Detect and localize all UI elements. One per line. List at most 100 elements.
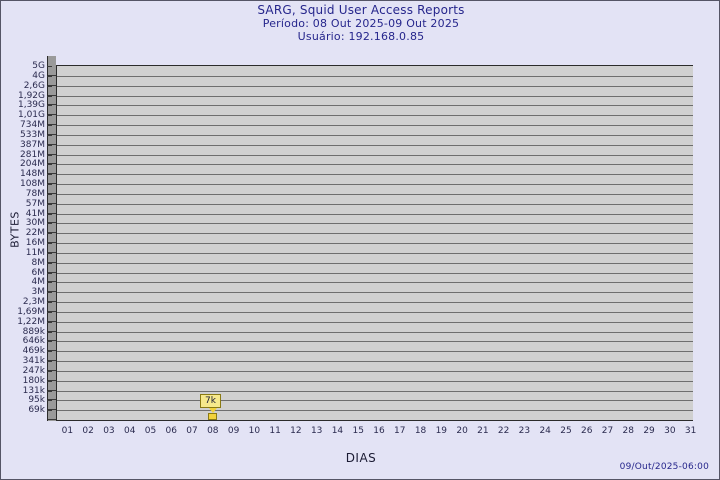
y-axis-tick-label: 1,69M xyxy=(17,306,45,317)
x-axis-tick-label: 14 xyxy=(331,426,344,436)
x-axis-tick-label: 26 xyxy=(581,426,593,436)
gridline xyxy=(57,273,701,274)
y-axis-tick-label: 204M xyxy=(20,159,45,170)
y-axis-tick-mark xyxy=(47,302,52,303)
y-axis-tick-label: 57M xyxy=(25,198,45,209)
x-axis-title: DIAS xyxy=(345,451,377,465)
x-axis-labels: 01 02 03 04 05 06 07 08 09 10 11 12 13 14 15 16 17 18 19 20… xyxy=(1,426,720,440)
plot-3d-edge-line xyxy=(48,272,57,273)
y-axis-tick-label: 1,39G xyxy=(17,100,45,111)
y-axis-tick-mark xyxy=(47,115,52,116)
x-axis-tick-label: 31 xyxy=(684,426,697,436)
x-axis-tick-label: 09 xyxy=(227,426,240,436)
y-axis-tick-mark xyxy=(47,312,52,313)
y-axis-tick-mark xyxy=(47,164,52,165)
x-axis-tick-label: 03 xyxy=(103,426,115,436)
x-axis-tick-label: 29 xyxy=(643,426,655,436)
gridline xyxy=(57,263,701,264)
y-axis-tick-mark xyxy=(47,214,52,215)
y-axis-tick-label: 41M xyxy=(25,208,45,219)
plot-3d-edge-line xyxy=(48,262,57,263)
plot-3d-edge-line xyxy=(48,114,57,115)
gridline xyxy=(57,400,701,401)
plot-area xyxy=(56,65,702,421)
y-axis-tick-label: 1,01G xyxy=(17,110,45,121)
y-axis-tick-mark xyxy=(47,194,52,195)
y-axis-tick-mark xyxy=(47,105,52,106)
x-axis-tick-label: 17 xyxy=(394,426,406,436)
page-title: SARG, Squid User Access Reports xyxy=(257,3,465,17)
x-axis-tick-label: 25 xyxy=(560,426,572,436)
x-axis-tick-label: 15 xyxy=(352,426,364,436)
y-axis-tick-mark xyxy=(47,381,52,382)
bar-value-label-08: 7k xyxy=(200,394,221,408)
y-axis-tick-mark xyxy=(47,400,52,401)
title-block: SARG, Squid User Access Reports Período:… xyxy=(1,3,720,44)
y-axis-tick-mark xyxy=(47,243,52,244)
x-axis-tick-label: 12 xyxy=(290,426,302,436)
y-axis-tick-label: 108M xyxy=(20,179,45,189)
gridline xyxy=(57,391,701,392)
y-axis-tick-label: 78M xyxy=(25,188,45,199)
gridline xyxy=(57,410,701,411)
plot-3d-edge-line xyxy=(48,203,57,204)
y-axis-tick-mark xyxy=(47,253,52,254)
plot-3d-edge-line xyxy=(48,232,57,233)
y-axis-tick-mark xyxy=(47,125,52,126)
y-axis-tick-label: 469k xyxy=(22,346,45,357)
y-axis-tick-mark xyxy=(47,86,52,87)
y-axis-tick-mark xyxy=(47,263,52,264)
plot-3d-edge-line xyxy=(48,173,57,174)
x-axis-tick-label: 06 xyxy=(165,426,177,436)
report-user: Usuário: 192.168.0.85 xyxy=(297,30,425,43)
plot-3d-edge-line xyxy=(48,409,57,410)
plot-3d-edge-line xyxy=(48,222,57,223)
gridline xyxy=(57,361,701,362)
y-axis-tick-label: 646k xyxy=(22,336,45,347)
gridline xyxy=(57,233,701,234)
y-axis-tick-mark xyxy=(47,174,52,175)
plot-3d-edge-line xyxy=(48,380,57,381)
y-axis-tick-label: 5G xyxy=(32,61,45,71)
gridline xyxy=(57,204,701,205)
y-axis-tick-label: 22M xyxy=(25,228,45,239)
gridline xyxy=(57,302,701,303)
plot-3d-edge-line xyxy=(48,242,57,243)
y-axis-tick-label: 247k xyxy=(22,365,45,376)
plot-3d-edge-line xyxy=(48,390,57,391)
y-axis-tick-mark xyxy=(47,341,52,342)
gridline xyxy=(57,243,701,244)
y-axis-tick-mark xyxy=(47,351,52,352)
plot-3d-edge-line xyxy=(48,252,57,253)
gridline xyxy=(57,184,701,185)
y-axis-tick-mark xyxy=(47,391,52,392)
gridline xyxy=(57,115,701,116)
gridline xyxy=(57,341,701,342)
gridline xyxy=(57,223,701,224)
y-axis-tick-mark xyxy=(47,233,52,234)
plot-3d-edge-line xyxy=(48,104,57,105)
y-axis-tick-mark xyxy=(47,332,52,333)
x-axis-tick-label: 08 xyxy=(207,426,219,436)
x-axis-tick-label: 11 xyxy=(269,426,281,436)
x-axis-tick-label: 18 xyxy=(414,426,427,436)
plot-3d-edge-line xyxy=(48,370,57,371)
gridline xyxy=(57,174,701,175)
gridline xyxy=(57,164,701,165)
plot-3d-edge-line xyxy=(48,419,57,420)
y-axis-tick-mark xyxy=(47,371,52,372)
x-axis-tick-label: 22 xyxy=(497,426,510,436)
x-axis-tick-label: 23 xyxy=(518,426,531,436)
bar-day-08[interactable] xyxy=(208,413,217,420)
y-axis-labels: 5G 4G 2,6G 1,92G 1,39G 1,01G 734M 533M 387M 281M 2… xyxy=(1,56,45,426)
generated-timestamp: 09/Out/2025-06:00 xyxy=(619,462,709,472)
gridline xyxy=(57,105,701,106)
x-axis-tick-label: 19 xyxy=(435,426,448,436)
x-axis-tick-label: 30 xyxy=(664,426,676,436)
x-axis-tick-label: 05 xyxy=(144,426,157,436)
x-axis-tick-label: 13 xyxy=(310,426,323,436)
x-axis-tick-label: 24 xyxy=(539,426,551,436)
y-axis-tick-label: 889k xyxy=(22,326,45,337)
y-axis-tick-mark xyxy=(47,223,52,224)
y-axis-tick-mark xyxy=(47,155,52,156)
